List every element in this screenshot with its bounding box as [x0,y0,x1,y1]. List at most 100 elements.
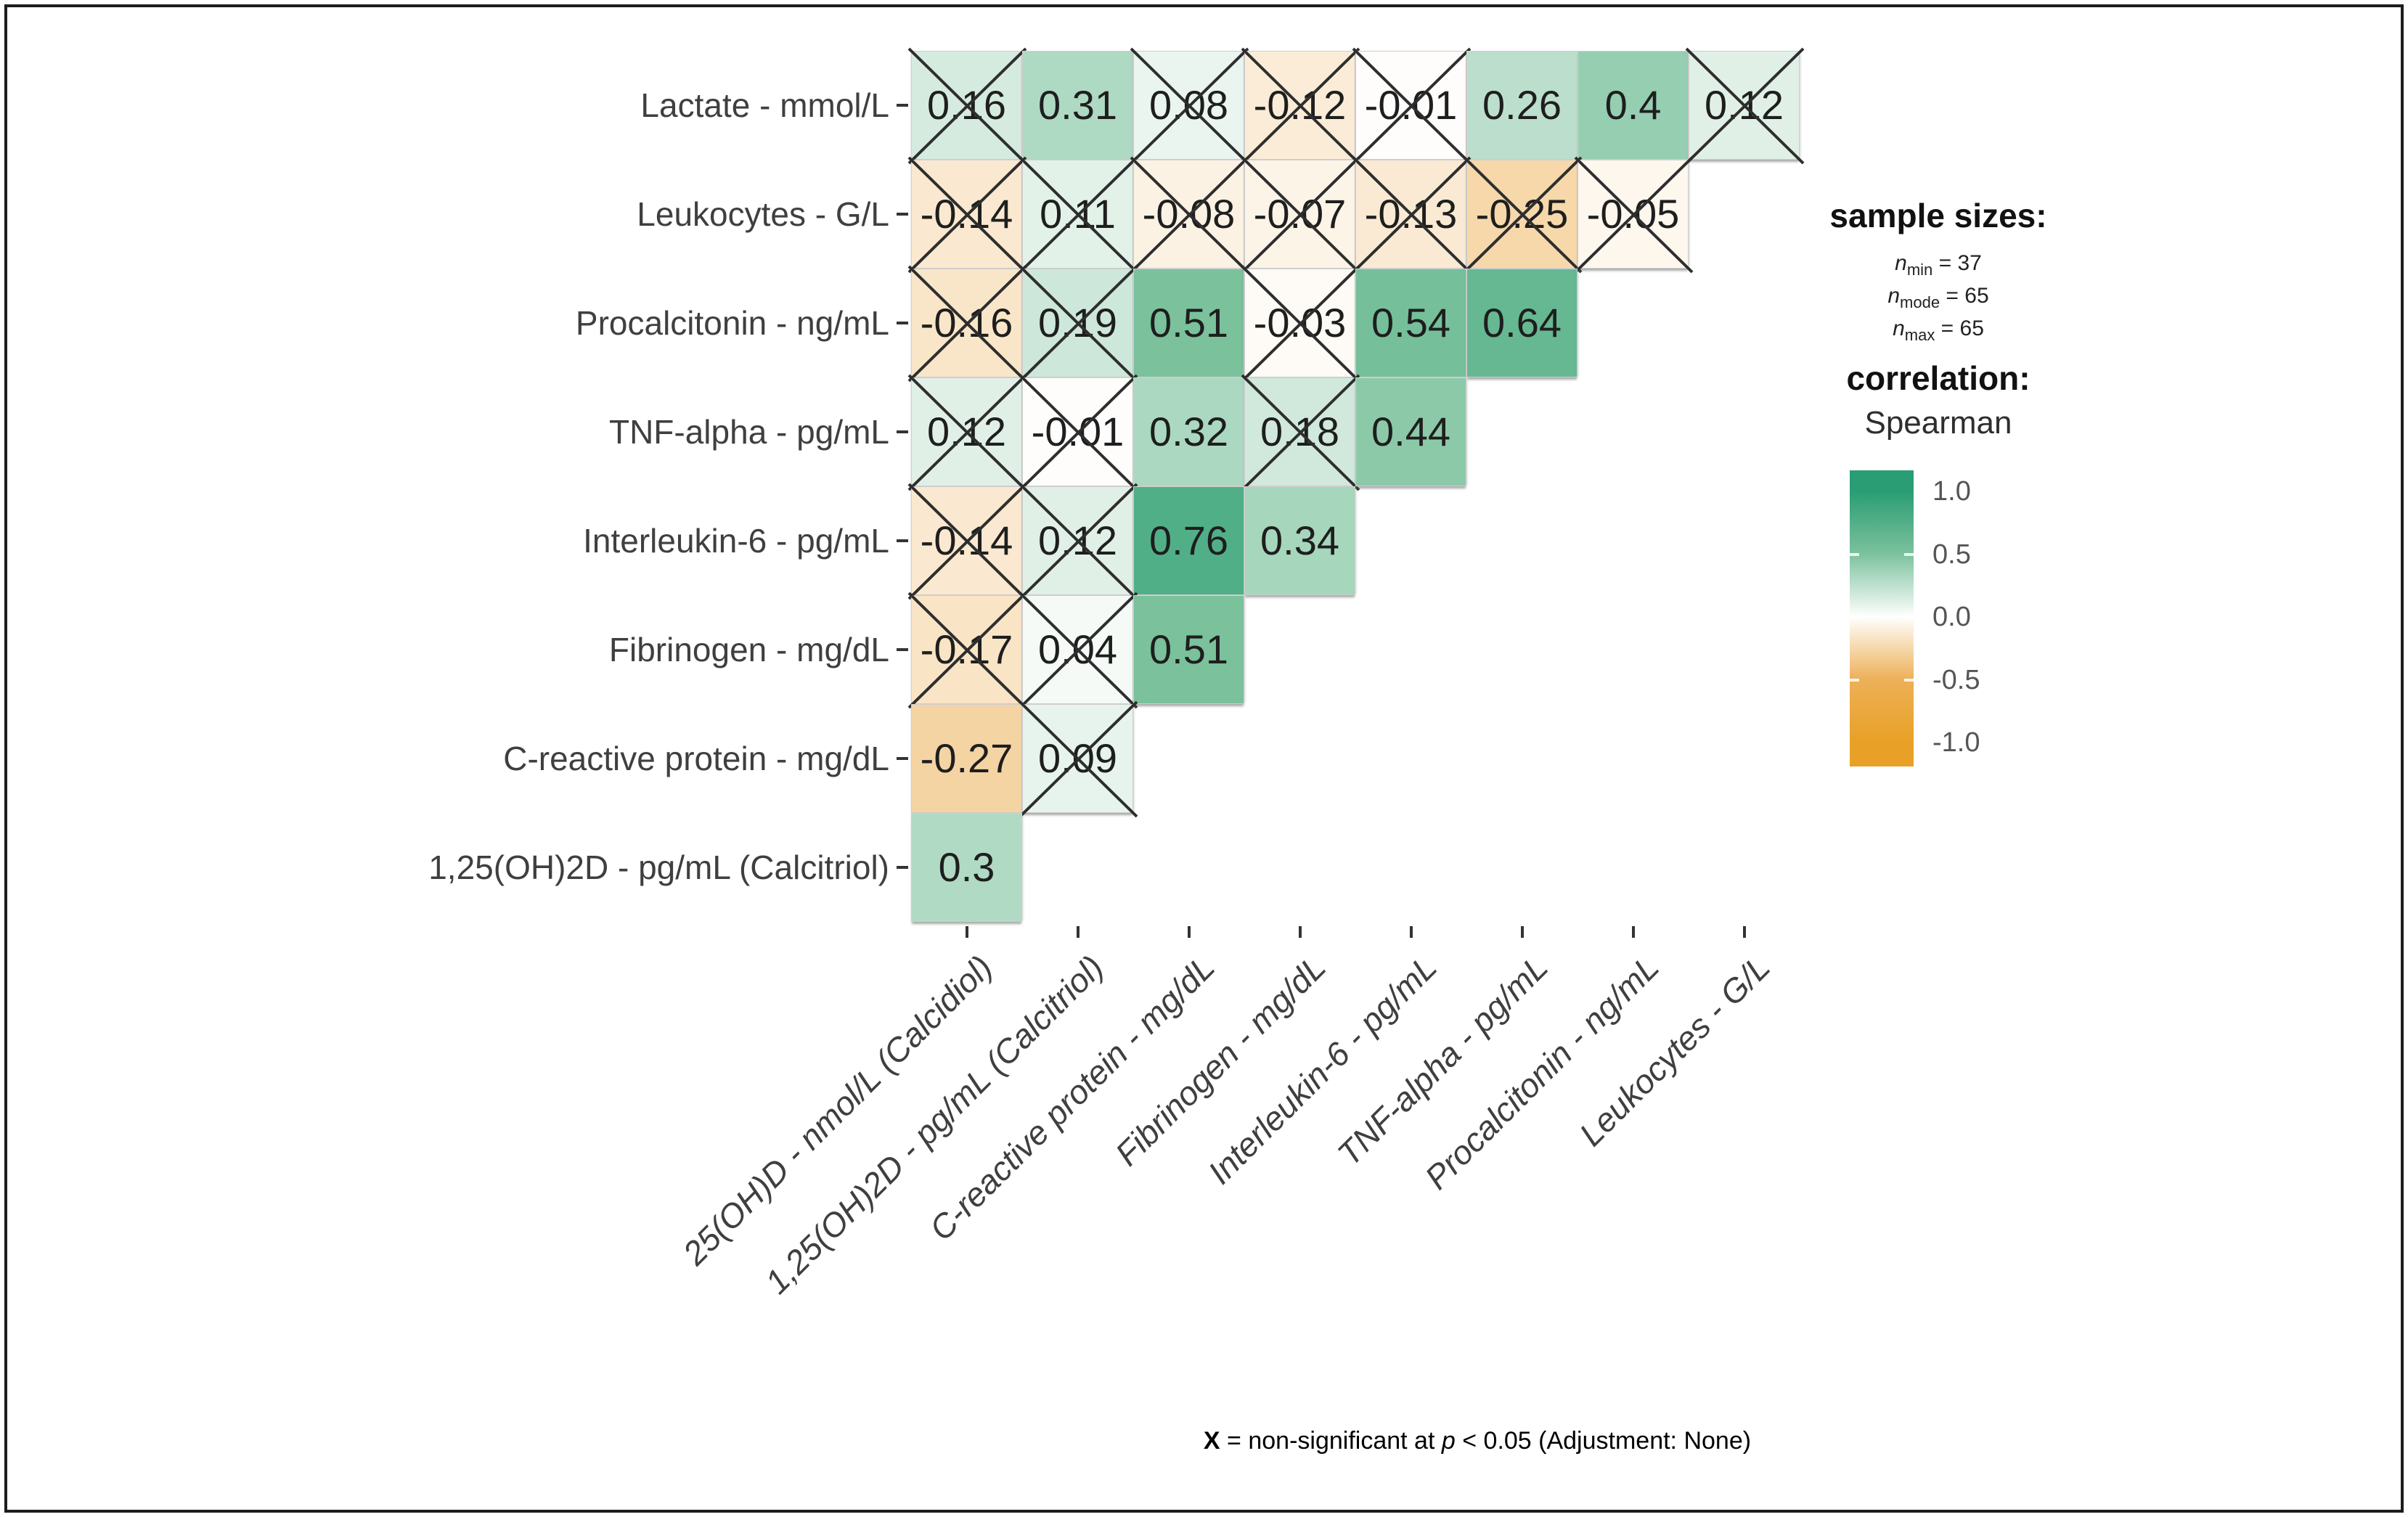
matrix-cell: 0.18 [1241,374,1360,491]
x-axis-tick [965,926,968,938]
matrix-cell: -0.08 [1130,156,1249,274]
matrix-cell: 0.16 [907,47,1027,165]
colorbar-notch [1904,616,1914,618]
y-axis-tick [897,866,908,869]
correlation-value: -0.27 [920,735,1013,781]
non-significant-x-icon [1019,156,1138,274]
matrix-cell: 0.31 [1022,51,1133,160]
matrix-cell: 0.3 [911,813,1022,922]
matrix-cell: 0.09 [1019,700,1138,818]
matrix-cell: -0.01 [1019,374,1138,491]
y-axis-label: Fibrinogen - mg/dL [608,631,889,668]
non-significant-x-icon [1685,47,1805,165]
matrix-cell: 0.54 [1355,269,1466,377]
y-axis-label: C-reactive protein - mg/dL [503,740,889,777]
non-significant-x-icon [1019,374,1138,491]
y-axis-tick [897,757,908,760]
non-significant-x-icon [907,483,1027,600]
matrix-cell: 0.64 [1466,269,1578,377]
correlation-value: 0.54 [1371,300,1450,345]
y-axis-label: 1,25(OH)2D - pg/mL (Calcitriol) [428,849,889,886]
y-axis-tick [897,322,908,324]
y-axis-tick [897,539,908,542]
significance-note: X = non-significant at p < 0.05 (Adjustm… [871,1427,2083,1455]
matrix-cell: -0.12 [1241,47,1360,165]
significance-note-tail: < 0.05 (Adjustment: None) [1455,1427,1752,1455]
y-axis-tick [897,430,908,433]
correlation-value: 0.31 [1038,82,1117,128]
non-significant-x-icon [1019,265,1138,383]
matrix-cell: -0.25 [1463,156,1583,274]
non-significant-x-icon [1019,700,1138,818]
colorbar-notch [1904,552,1914,556]
non-significant-x-icon [907,592,1027,709]
matrix-cell: 0.12 [1019,483,1138,600]
correlation-value: 0.76 [1149,518,1228,563]
y-axis-label: Interleukin-6 - pg/mL [583,522,889,560]
matrix-cell: -0.16 [907,265,1027,383]
non-significant-x-icon [1574,156,1694,274]
legend-correlation-method: Spearman [1864,405,2012,441]
non-significant-x-icon [907,156,1027,274]
matrix-cell: -0.03 [1241,265,1360,383]
colorbar-notch [1904,678,1914,682]
x-axis-tick [1520,926,1524,938]
non-significant-x-icon [907,374,1027,491]
colorbar-tick-label: -1.0 [1932,727,1980,758]
correlation-value: 0.32 [1149,409,1228,454]
matrix-cell: -0.17 [907,592,1027,709]
correlation-value: 0.44 [1371,409,1450,454]
non-significant-x-icon [907,265,1027,383]
matrix-cell: 0.4 [1578,51,1689,160]
legend-sample-line: nmin = 37 [1895,251,1982,279]
matrix-cell: -0.14 [907,156,1027,274]
non-significant-x-icon [1241,265,1360,383]
correlation-value: 0.64 [1482,300,1562,345]
correlation-value: 0.51 [1149,626,1228,672]
y-axis-label: Procalcitonin - ng/mL [575,304,889,342]
non-significant-x-icon [1352,47,1472,165]
matrix-cell: 0.44 [1355,377,1466,486]
non-significant-x-icon [1241,47,1360,165]
colorbar-tick-label: 0.5 [1932,539,1971,570]
significance-p-symbol: p [1441,1427,1456,1455]
matrix-cell: -0.01 [1352,47,1472,165]
matrix-cell: -0.05 [1574,156,1694,274]
non-significant-x-icon [1130,47,1249,165]
y-axis-label: TNF-alpha - pg/mL [608,413,889,451]
correlation-value: 0.26 [1482,82,1562,128]
non-significant-x-icon [1241,374,1360,491]
matrix-cell: 0.12 [907,374,1027,491]
matrix-cell: -0.13 [1352,156,1472,274]
x-axis-tick [1409,926,1413,938]
correlation-value: 0.34 [1260,518,1339,563]
colorbar-gradient [1850,470,1914,766]
matrix-cell: 0.26 [1466,51,1578,160]
y-axis-tick [897,213,908,216]
colorbar-notch [1850,616,1859,618]
colorbar-notch [1850,552,1859,556]
non-significant-x-icon [1463,156,1583,274]
legend-sample-line: nmode = 65 [1887,284,1989,311]
x-axis-tick [1298,926,1302,938]
matrix-cell: 0.11 [1019,156,1138,274]
matrix-cell: 0.76 [1133,486,1244,595]
y-axis-label: Leukocytes - G/L [637,195,889,233]
y-axis-tick [897,648,908,651]
matrix-cell: -0.14 [907,483,1027,600]
matrix-cell: 0.12 [1685,47,1805,165]
y-axis-tick [897,104,908,107]
colorbar-tick-label: -0.5 [1932,664,1980,695]
legend-sample-sizes: nmin = 37 nmode = 65 nmax = 65 [1757,247,2120,345]
colorbar-notch [1850,678,1859,682]
non-significant-x-icon [1019,483,1138,600]
matrix-cell: 0.51 [1133,269,1244,377]
correlation-value: 0.51 [1149,300,1228,345]
x-axis-tick [1187,926,1191,938]
matrix-cell: 0.08 [1130,47,1249,165]
legend-sample-line: nmax = 65 [1893,316,1984,344]
y-axis-label: Lactate - mmol/L [640,86,889,124]
non-significant-x-icon [1352,156,1472,274]
significance-note-text: = non-significant at [1220,1427,1442,1455]
non-significant-x-icon [1019,592,1138,709]
